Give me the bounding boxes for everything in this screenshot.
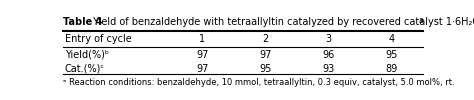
Text: 97: 97	[196, 50, 209, 60]
Text: 97: 97	[259, 50, 272, 60]
Text: 95: 95	[385, 50, 398, 60]
Text: 95: 95	[259, 64, 272, 74]
Text: 93: 93	[322, 64, 335, 74]
Text: Cat.(%)ᶜ: Cat.(%)ᶜ	[65, 64, 105, 74]
Text: Table 4: Table 4	[63, 17, 102, 27]
Text: 2: 2	[262, 34, 269, 44]
Text: 97: 97	[196, 64, 209, 74]
Text: 89: 89	[385, 64, 398, 74]
Text: 4: 4	[388, 34, 394, 44]
Text: Yield of benzaldehyde with tetraallyltin catalyzed by recovered catalyst 1·6H₂O: Yield of benzaldehyde with tetraallyltin…	[90, 17, 474, 27]
Text: 96: 96	[322, 50, 335, 60]
Text: Yield(%)ᵇ: Yield(%)ᵇ	[65, 50, 109, 60]
Text: 1: 1	[200, 34, 206, 44]
Text: ᵃ Reaction conditions: benzaldehyde, 10 mmol, tetraallyltin, 0.3 equiv, catalyst: ᵃ Reaction conditions: benzaldehyde, 10 …	[63, 78, 455, 87]
Text: 3: 3	[325, 34, 331, 44]
Text: Entry of cycle: Entry of cycle	[65, 34, 131, 44]
Text: a: a	[419, 16, 423, 25]
